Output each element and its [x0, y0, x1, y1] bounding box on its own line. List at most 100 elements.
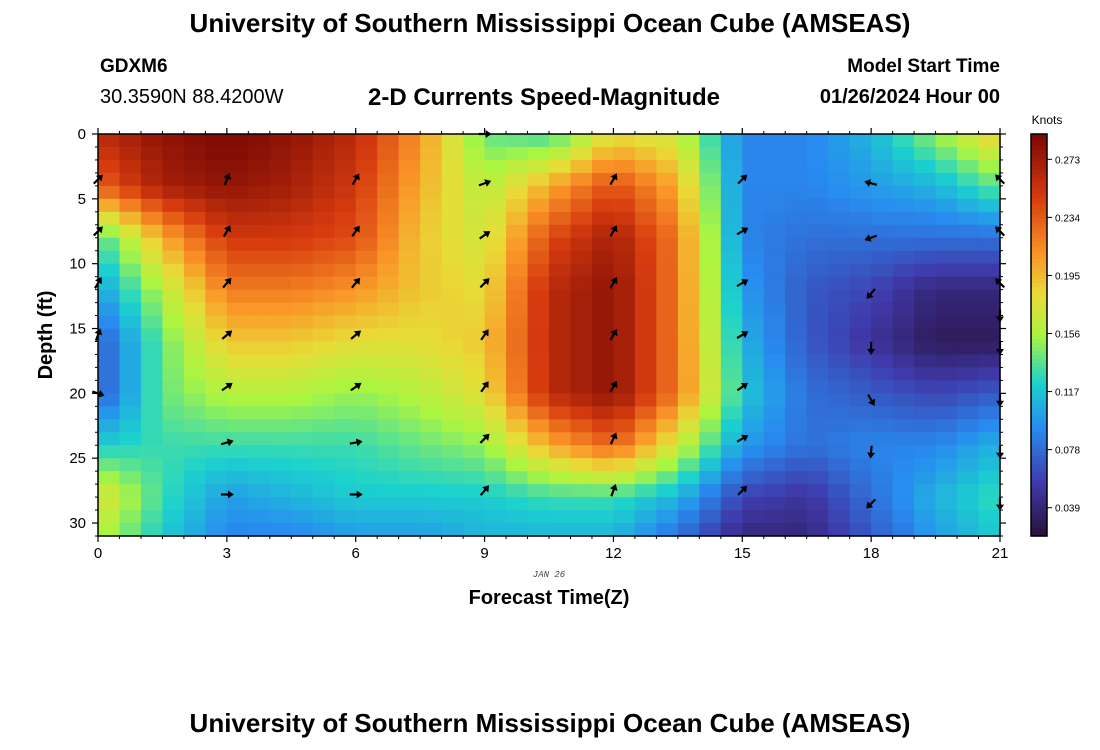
heatmap-cell [205, 367, 228, 381]
heatmap-cell [355, 393, 378, 407]
heatmap-cell [785, 419, 808, 433]
heatmap-cell [978, 276, 1001, 291]
heatmap-cell [226, 380, 249, 394]
heatmap-cell [441, 276, 464, 291]
heatmap-cell [591, 263, 615, 278]
heatmap-cell [377, 432, 400, 446]
heatmap-cell [205, 523, 228, 537]
heatmap-cell [785, 458, 808, 472]
heatmap-cell [785, 432, 808, 446]
heatmap-cell [570, 289, 593, 304]
heatmap-cell [914, 458, 937, 472]
heatmap-cell [441, 445, 464, 459]
heatmap-cell [398, 523, 421, 537]
heatmap-cell [140, 419, 164, 433]
heatmap-cell [914, 224, 937, 239]
heatmap-cell [248, 367, 271, 381]
heatmap-cells [98, 134, 1001, 537]
colorbar-step [1031, 451, 1047, 457]
heatmap-cell [828, 185, 851, 200]
heatmap-cell [892, 510, 915, 524]
heatmap-cell [205, 458, 228, 472]
heatmap-cell [312, 354, 335, 369]
heatmap-cell [591, 146, 615, 161]
heatmap-cell [183, 393, 206, 407]
heatmap-cell [98, 406, 121, 420]
heatmap-cell [634, 419, 657, 433]
heatmap-cell [420, 250, 443, 265]
heatmap-cell [183, 159, 206, 174]
heatmap-cell [742, 367, 765, 381]
heatmap-cell [398, 341, 421, 356]
heatmap-cell [420, 211, 443, 226]
heatmap-cell [677, 276, 700, 291]
heatmap-cell [527, 263, 550, 278]
heatmap-cell [742, 263, 765, 278]
heatmap-cell [377, 134, 400, 148]
heatmap-cell [978, 315, 1001, 330]
heatmap-cell [205, 250, 228, 265]
heatmap-cell [806, 354, 829, 369]
current-arrow [867, 445, 875, 459]
heatmap-cell [892, 393, 915, 407]
heatmap-cell [398, 471, 421, 485]
heatmap-cell [355, 341, 378, 356]
heatmap-cell [377, 328, 400, 343]
heatmap-cell [98, 211, 121, 226]
heatmap-cell [742, 185, 765, 200]
colorbar-step [1031, 158, 1047, 163]
heatmap-cell [398, 198, 421, 213]
heatmap-cell [591, 367, 615, 381]
colorbar-step [1031, 363, 1047, 368]
heatmap-cell [549, 419, 572, 433]
heatmap-cell [634, 172, 657, 187]
heatmap-cell [98, 159, 121, 174]
heatmap-cell [162, 458, 185, 472]
heatmap-cell [355, 445, 378, 459]
heatmap-cell [205, 406, 228, 420]
heatmap-cell [763, 224, 786, 239]
heatmap-cell [140, 484, 164, 498]
colorbar-tick-label: 0.273 [1055, 155, 1080, 166]
heatmap-cell [978, 419, 1001, 433]
heatmap-cell [334, 458, 357, 472]
heatmap-cell [914, 211, 937, 226]
colorbar-tick-label: 0.195 [1055, 271, 1080, 282]
colorbar-step [1031, 439, 1047, 445]
heatmap-cell [527, 432, 550, 446]
heatmap-cell [935, 471, 958, 485]
heatmap-cell [785, 484, 808, 498]
heatmap-cell [183, 263, 206, 278]
colorbar-step [1031, 202, 1047, 207]
heatmap-cell [527, 315, 550, 330]
heatmap-cell [570, 250, 593, 265]
heatmap-cell [591, 172, 615, 187]
heatmap-cell [183, 146, 206, 161]
heatmap-cell [849, 432, 872, 446]
heatmap-cell [312, 146, 335, 161]
heatmap-cell [785, 354, 808, 369]
heatmap-cell [613, 393, 636, 407]
current-arrow [350, 330, 362, 340]
heatmap-cell [441, 432, 464, 446]
colorbar-step [1031, 475, 1047, 481]
heatmap-cell [849, 484, 872, 498]
heatmap-cell [398, 367, 421, 381]
heatmap-cell [183, 523, 206, 537]
heatmap-cell [806, 445, 829, 459]
heatmap-cell [613, 289, 636, 304]
heatmap-cell [849, 380, 872, 394]
heatmap-cell [291, 185, 314, 200]
heatmap-cell [291, 159, 314, 174]
heatmap-cell [720, 237, 743, 252]
heatmap-cell [806, 198, 829, 213]
heatmap-cell [441, 484, 464, 498]
heatmap-cell [613, 146, 636, 161]
heatmap-cell [162, 250, 185, 265]
heatmap-cell [506, 523, 529, 537]
colorbar-step [1031, 399, 1047, 404]
heatmap-cell [978, 367, 1001, 381]
heatmap-cell [183, 471, 206, 485]
heatmap-cell [355, 458, 378, 472]
heatmap-cell [98, 471, 121, 485]
